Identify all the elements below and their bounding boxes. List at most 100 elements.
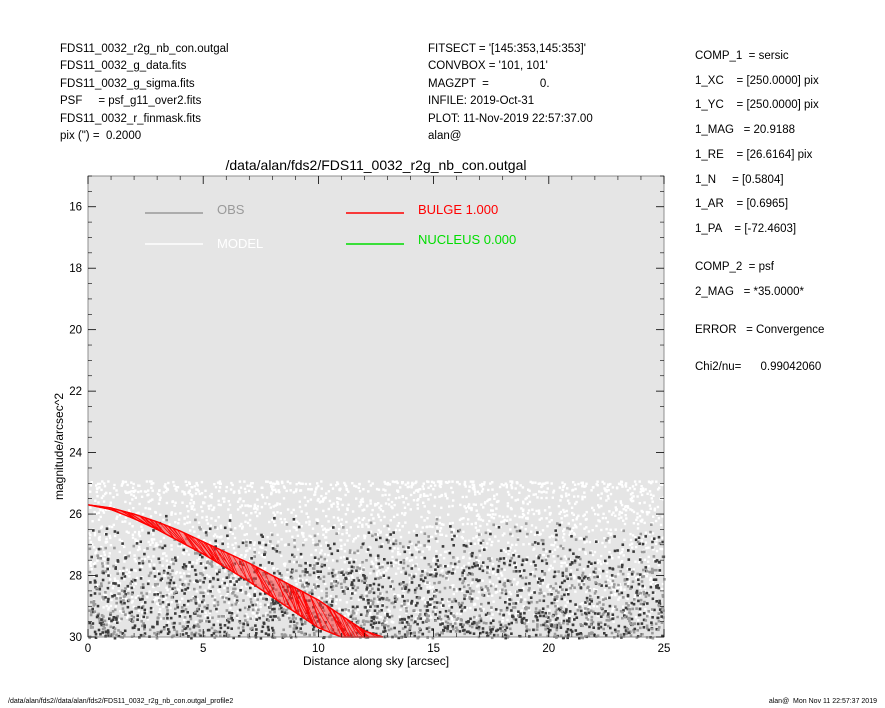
model-point xyxy=(436,480,440,483)
model-point xyxy=(275,482,279,485)
obs-point xyxy=(371,626,374,629)
obs-point xyxy=(542,599,546,603)
model-point xyxy=(264,567,267,570)
model-point xyxy=(528,593,531,596)
obs-point xyxy=(559,626,563,629)
model-point xyxy=(438,529,442,533)
model-point xyxy=(587,530,591,533)
obs-point xyxy=(545,562,549,565)
obs-point xyxy=(171,558,174,561)
obs-point xyxy=(436,530,439,533)
model-point xyxy=(632,522,636,525)
obs-point xyxy=(426,601,429,604)
obs-point xyxy=(117,592,120,595)
model-point xyxy=(296,534,300,537)
model-point xyxy=(482,483,486,486)
model-point xyxy=(655,549,659,553)
obs-point xyxy=(469,552,473,556)
obs-point xyxy=(425,605,429,608)
obs-point xyxy=(379,576,382,579)
model-point xyxy=(186,603,190,606)
obs-point xyxy=(403,618,406,621)
model-point xyxy=(607,489,610,492)
obs-point xyxy=(152,567,156,570)
obs-point xyxy=(331,585,335,588)
obs-point xyxy=(569,577,573,581)
model-point xyxy=(154,511,158,514)
obs-point xyxy=(413,591,417,594)
model-point xyxy=(481,519,485,522)
model-point xyxy=(214,486,218,489)
obs-point xyxy=(547,616,550,619)
model-point xyxy=(220,581,224,584)
obs-point xyxy=(553,625,557,629)
obs-point xyxy=(408,573,411,577)
model-point xyxy=(597,493,600,497)
obs-point xyxy=(218,568,221,572)
model-point xyxy=(412,529,416,533)
obs-point xyxy=(148,560,151,563)
obs-point xyxy=(547,593,550,596)
obs-point xyxy=(509,627,512,631)
fit-parameter-line: 1_N = [0.5804] xyxy=(695,173,784,186)
model-point xyxy=(127,491,130,494)
obs-point xyxy=(584,634,587,638)
model-point xyxy=(421,526,424,529)
model-point xyxy=(592,486,595,489)
obs-point xyxy=(498,612,502,616)
obs-point xyxy=(404,625,407,629)
model-point xyxy=(562,508,565,512)
model-point xyxy=(304,504,307,507)
obs-point xyxy=(596,602,599,606)
obs-point xyxy=(105,533,108,536)
obs-point xyxy=(139,577,143,580)
model-point xyxy=(229,488,233,491)
model-point xyxy=(147,579,150,583)
model-point xyxy=(629,493,633,496)
obs-point xyxy=(271,618,274,622)
model-point xyxy=(429,484,433,488)
obs-point xyxy=(133,579,137,582)
model-point xyxy=(193,530,196,533)
obs-point xyxy=(643,550,646,554)
model-point xyxy=(593,588,596,591)
obs-point xyxy=(388,546,392,550)
model-point xyxy=(325,492,328,495)
obs-point xyxy=(246,581,250,585)
obs-point xyxy=(107,581,111,585)
model-point xyxy=(462,555,465,559)
model-point xyxy=(601,596,604,599)
model-point xyxy=(156,544,159,547)
obs-point xyxy=(283,633,287,636)
obs-point xyxy=(601,569,605,573)
obs-point xyxy=(111,618,115,622)
obs-point xyxy=(607,624,610,628)
obs-point xyxy=(238,608,242,612)
obs-point xyxy=(174,556,177,560)
model-point xyxy=(538,584,541,587)
model-point xyxy=(292,526,295,529)
model-point xyxy=(215,610,219,613)
obs-point xyxy=(565,588,568,592)
model-point xyxy=(614,506,617,509)
obs-point xyxy=(369,623,373,627)
model-point xyxy=(652,548,655,551)
obs-point xyxy=(377,583,381,587)
obs-point xyxy=(446,615,450,618)
obs-point xyxy=(106,586,110,590)
model-point xyxy=(153,563,156,566)
model-point xyxy=(630,496,634,499)
model-point xyxy=(550,482,553,485)
model-point xyxy=(445,534,448,537)
model-point xyxy=(384,482,387,485)
model-point xyxy=(465,495,468,499)
obs-point xyxy=(365,586,369,589)
model-point xyxy=(339,487,342,490)
model-point xyxy=(320,480,323,483)
model-point xyxy=(123,554,126,557)
model-point xyxy=(100,555,103,558)
obs-point xyxy=(617,630,620,633)
obs-point xyxy=(403,584,406,588)
model-point xyxy=(245,514,248,517)
obs-point xyxy=(385,590,389,594)
